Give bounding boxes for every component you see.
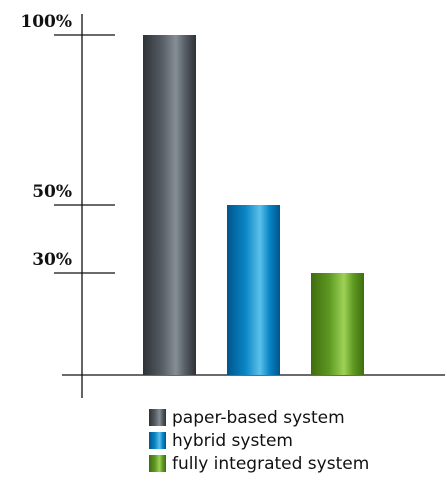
y-tick-label: 30% (32, 250, 72, 270)
bars (143, 35, 364, 375)
y-tick-label: 50% (32, 182, 72, 202)
bar-fully-integrated-system (311, 273, 364, 375)
legend: paper-based system hybrid system fully int… (149, 408, 369, 474)
bar-hybrid-system (227, 205, 280, 375)
legend-label-paper-based-system: paper-based system (172, 408, 345, 428)
y-ticks: 100% 50% 30% (20, 12, 115, 274)
bar-paper-based-system (143, 35, 196, 375)
legend-swatch-fully-integrated-system (149, 455, 166, 472)
legend-label-hybrid-system: hybrid system (172, 431, 293, 451)
legend-swatch-hybrid-system (149, 432, 166, 449)
legend-label-fully-integrated-system: fully integrated system (172, 454, 369, 474)
legend-swatch-paper-based-system (149, 409, 166, 426)
y-tick-label: 100% (20, 12, 72, 32)
